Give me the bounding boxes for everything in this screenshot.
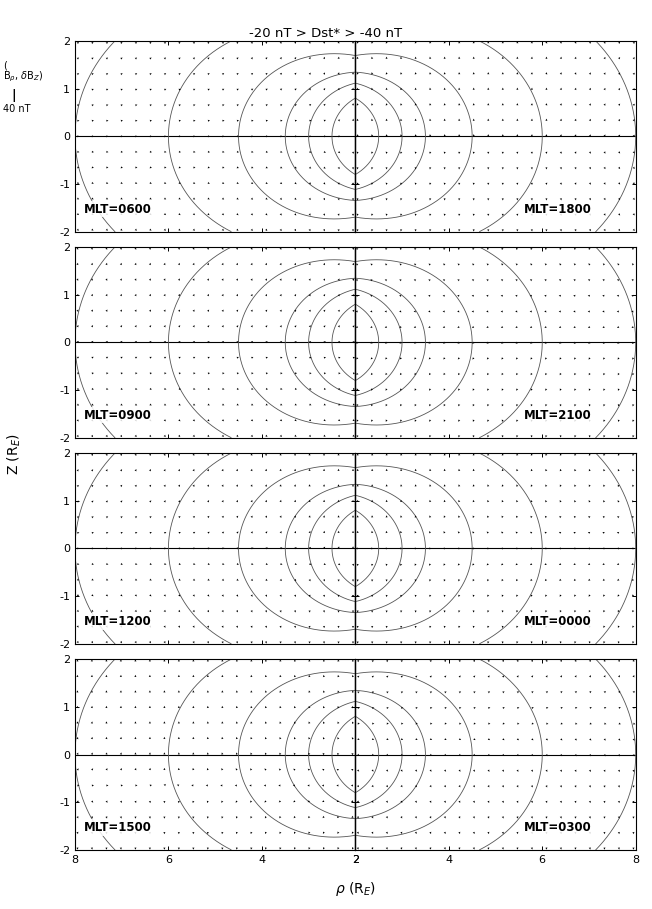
Text: -20 nT > Dst* > -40 nT: -20 nT > Dst* > -40 nT bbox=[250, 27, 402, 40]
Text: MLT=1500: MLT=1500 bbox=[83, 821, 151, 834]
Text: MLT=0900: MLT=0900 bbox=[83, 409, 151, 422]
Text: MLT=0000: MLT=0000 bbox=[524, 614, 591, 628]
Text: MLT=1800: MLT=1800 bbox=[524, 203, 591, 215]
Text: MLT=0600: MLT=0600 bbox=[83, 203, 151, 215]
Text: |: | bbox=[12, 89, 16, 102]
Text: $\rho$ (R$_E$): $\rho$ (R$_E$) bbox=[334, 880, 376, 898]
Text: B$_\rho$, $\delta$B$_Z$): B$_\rho$, $\delta$B$_Z$) bbox=[3, 70, 44, 85]
Text: 40 nT: 40 nT bbox=[3, 104, 31, 115]
Text: (: ( bbox=[3, 60, 7, 71]
Text: MLT=0300: MLT=0300 bbox=[524, 821, 591, 834]
Text: MLT=1200: MLT=1200 bbox=[83, 614, 151, 628]
Text: MLT=2100: MLT=2100 bbox=[524, 409, 591, 422]
Text: Z (R$_E$): Z (R$_E$) bbox=[6, 434, 23, 475]
